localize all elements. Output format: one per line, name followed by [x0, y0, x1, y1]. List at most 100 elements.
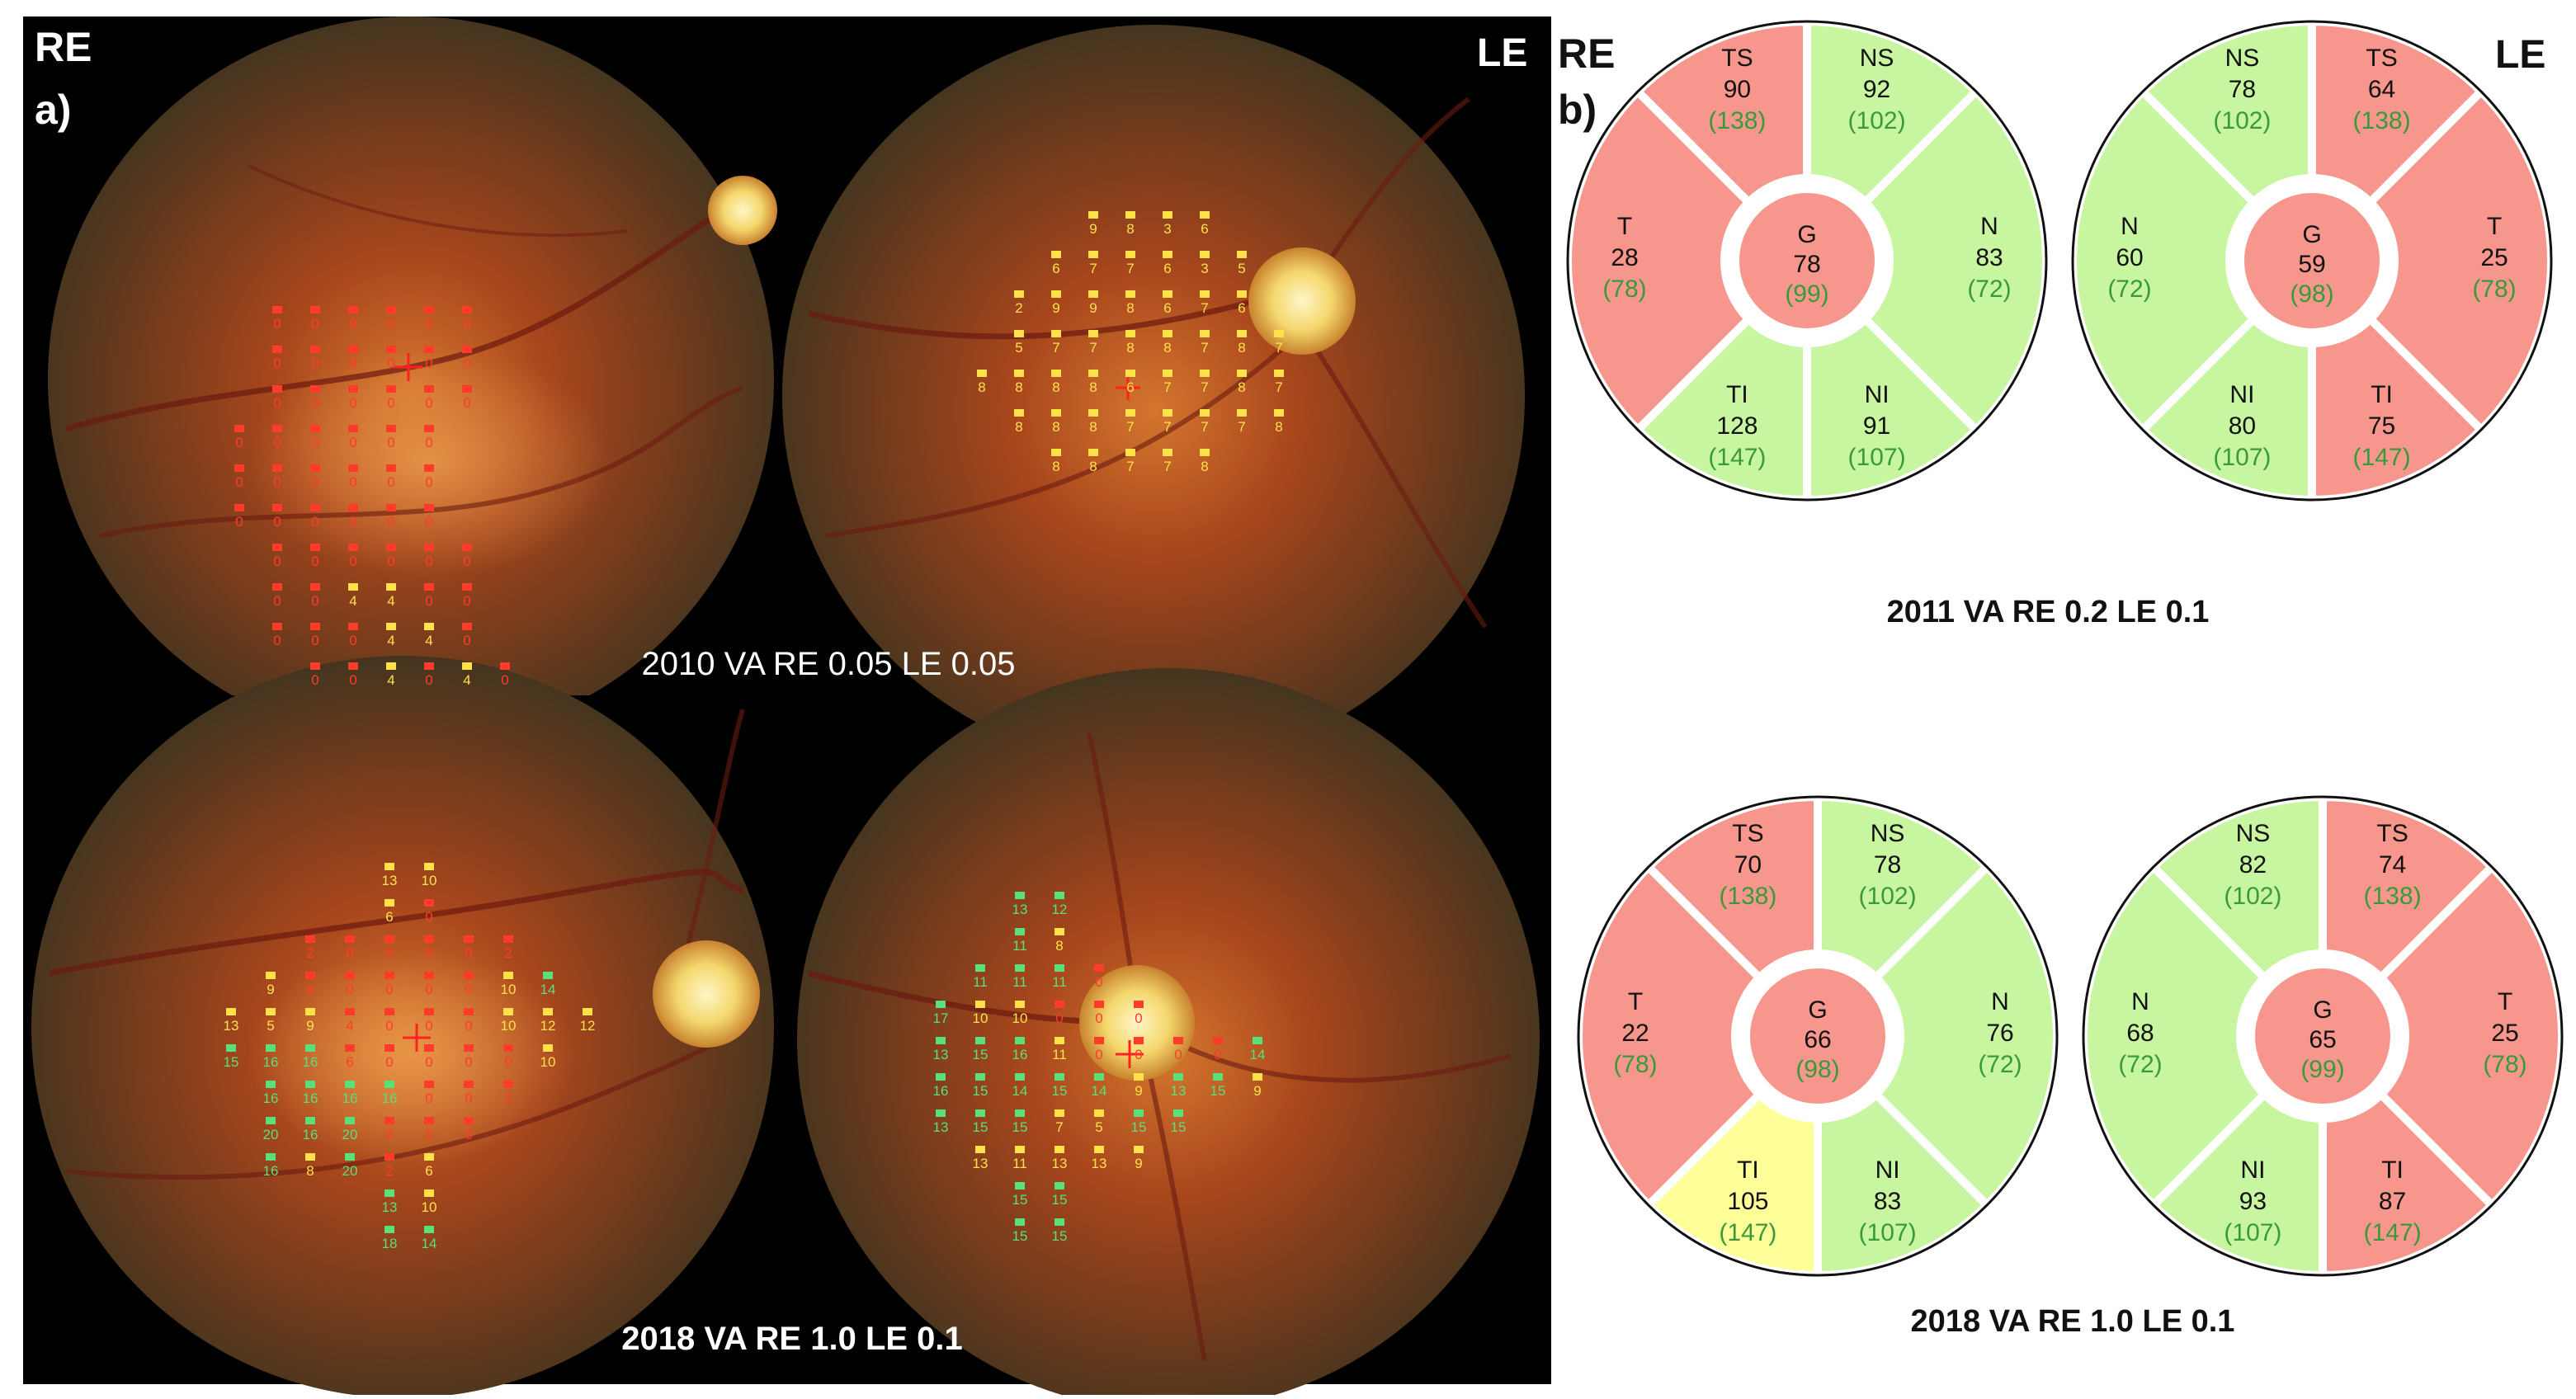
sector-value: 83 — [1874, 1188, 1901, 1215]
stimulus-marker — [1015, 1182, 1025, 1189]
sensitivity-value: 8 — [1201, 459, 1208, 474]
stimulus-marker — [975, 1146, 985, 1153]
sensitivity-value: 2 — [385, 1163, 393, 1179]
stimulus-marker — [1163, 449, 1172, 456]
caption-2018-a: 2018 VA RE 1.0 LE 0.1 — [621, 1321, 963, 1357]
sensitivity-value: 16 — [303, 1090, 318, 1106]
stimulus-marker — [266, 1008, 276, 1015]
stimulus-marker — [226, 1008, 236, 1015]
stimulus-marker — [310, 544, 320, 551]
stimulus-marker — [424, 504, 434, 511]
stimulus-marker — [1054, 892, 1064, 899]
stimulus-marker — [1237, 409, 1247, 417]
stimulus-marker — [936, 1073, 946, 1081]
stimulus-marker — [1014, 290, 1024, 298]
sensitivity-value: 15 — [224, 1054, 239, 1070]
sensitivity-value: 0 — [1095, 974, 1102, 990]
sensitivity-value: 0 — [425, 316, 432, 332]
sensitivity-value: 11 — [1012, 938, 1027, 954]
sensitivity-value: 0 — [349, 356, 356, 371]
sensitivity-value: 16 — [382, 1090, 398, 1106]
sensitivity-value: 0 — [463, 553, 470, 569]
sensitivity-value: 0 — [1174, 1047, 1182, 1062]
stimulus-marker — [1253, 1073, 1262, 1081]
sensitivity-value: 0 — [465, 1018, 472, 1034]
sensitivity-value: 6 — [1163, 261, 1171, 276]
sensitivity-value: 10 — [501, 982, 517, 997]
stimulus-marker — [1094, 1001, 1104, 1008]
sensitivity-value: 0 — [465, 982, 472, 997]
sensitivity-value: 8 — [1052, 459, 1059, 474]
sensitivity-value: 7 — [1275, 379, 1282, 395]
sector-reference: (102) — [1848, 107, 1906, 134]
stimulus-marker — [345, 1153, 355, 1161]
sensitivity-value: 11 — [973, 974, 988, 990]
stimulus-marker — [234, 425, 244, 432]
sensitivity-value: 13 — [1171, 1083, 1187, 1099]
sensitivity-value: 15 — [973, 1047, 988, 1062]
sensitivity-value: 13 — [224, 1018, 239, 1034]
sensitivity-value: 17 — [933, 1010, 949, 1026]
stimulus-marker — [1125, 409, 1135, 417]
sensitivity-value: 0 — [273, 593, 281, 609]
stimulus-marker — [266, 972, 276, 979]
sensitivity-value: 13 — [933, 1119, 949, 1135]
sensitivity-value: 12 — [540, 1018, 556, 1034]
stimulus-marker — [1015, 1146, 1025, 1153]
stimulus-marker — [386, 662, 396, 670]
sensitivity-value: 0 — [425, 514, 432, 530]
stimulus-marker — [1200, 409, 1210, 417]
sensitivity-value: 7 — [1055, 1119, 1063, 1135]
stimulus-marker — [462, 583, 472, 591]
sector-value: 74 — [2379, 851, 2406, 878]
stimulus-marker — [1014, 370, 1024, 377]
stimulus-marker — [503, 972, 513, 979]
stimulus-marker — [936, 1037, 946, 1044]
sensitivity-value: 15 — [1012, 1119, 1028, 1135]
stimulus-marker — [272, 464, 282, 472]
stimulus-marker — [462, 346, 472, 353]
sensitivity-value: 0 — [235, 435, 243, 450]
sensitivity-value: 16 — [933, 1083, 949, 1099]
stimulus-marker — [1051, 251, 1061, 258]
sector-reference: (147) — [1719, 1219, 1776, 1246]
sensitivity-value: 0 — [311, 435, 318, 450]
sensitivity-value: 0 — [385, 982, 393, 997]
sensitivity-value: 0 — [346, 982, 353, 997]
stimulus-marker — [226, 1044, 236, 1052]
sensitivity-value: 6 — [1238, 300, 1245, 316]
rnfl-chart-le-2011: TS 64 (138) T 25 (78) TI 75 (147) NI 80 (107) N 60 (72… — [2069, 16, 2555, 505]
sensitivity-value: 7 — [1089, 261, 1097, 276]
sensitivity-value: 8 — [1015, 379, 1022, 395]
sensitivity-value: 8 — [1126, 300, 1134, 316]
sector-value: 65 — [2309, 1026, 2336, 1053]
sector-label: TS — [2366, 45, 2397, 72]
sector-label: NI — [1865, 381, 1890, 408]
stimulus-marker — [348, 425, 358, 432]
sector-label: TS — [1721, 45, 1753, 72]
sensitivity-value: 5 — [1095, 1119, 1102, 1135]
stimulus-marker — [503, 1044, 513, 1052]
stimulus-marker — [1054, 964, 1064, 972]
sensitivity-value: 16 — [1012, 1047, 1028, 1062]
sensitivity-value: 4 — [387, 672, 394, 688]
sector-label: TS — [1732, 820, 1763, 847]
sensitivity-value: 2 — [504, 1090, 512, 1106]
stimulus-marker — [386, 385, 396, 393]
sector-label: NS — [2225, 45, 2260, 72]
sector-reference: (102) — [2213, 107, 2271, 134]
sector-value: 68 — [2126, 1020, 2154, 1047]
sensitivity-value: 11 — [1052, 974, 1067, 990]
sensitivity-value: 6 — [1163, 300, 1171, 316]
sensitivity-value: 0 — [273, 435, 281, 450]
fixation-cross-le-2010 — [1116, 375, 1140, 400]
sensitivity-value: 15 — [1052, 1192, 1068, 1208]
stimulus-marker — [424, 935, 434, 943]
stimulus-marker — [1051, 330, 1061, 337]
stimulus-marker — [1088, 330, 1098, 337]
stimulus-marker — [1014, 409, 1024, 417]
stimulus-marker — [503, 1008, 513, 1015]
stimulus-marker — [424, 1226, 434, 1233]
sensitivity-value: 7 — [1126, 419, 1134, 435]
stimulus-marker — [345, 972, 355, 979]
